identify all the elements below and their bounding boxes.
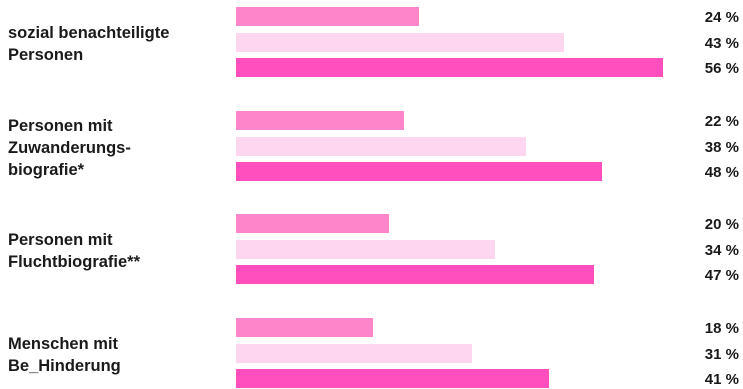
bar — [236, 343, 473, 363]
data-label: 24 % — [704, 9, 739, 26]
category-label: Menschen mit Be_Hinderung — [8, 335, 121, 375]
category-label: Personen mit Fluchtbiografie** — [8, 231, 141, 271]
data-label: 20 % — [704, 216, 739, 233]
bar — [236, 58, 663, 77]
bar — [236, 136, 526, 156]
data-label: 18 % — [704, 320, 739, 337]
bar — [236, 214, 389, 233]
data-label: 31 % — [704, 345, 739, 363]
data-label: 34 % — [704, 241, 739, 259]
bar — [236, 318, 374, 337]
bar — [236, 265, 595, 284]
data-label: 43 % — [704, 34, 739, 52]
bar — [236, 369, 549, 388]
bar — [236, 32, 564, 52]
data-label: 41 % — [704, 371, 739, 388]
bar — [236, 162, 602, 181]
data-label: 56 % — [704, 60, 739, 77]
data-label: 22 % — [704, 113, 739, 130]
category-label: sozial benachteiligte Personen — [8, 24, 170, 64]
bar — [236, 239, 496, 259]
data-label: 48 % — [704, 164, 739, 181]
bar — [236, 7, 419, 26]
data-label: 47 % — [704, 267, 739, 284]
data-label: 38 % — [704, 138, 739, 156]
bar — [236, 111, 404, 130]
category-label: Personen mit Zuwanderungs- biografie* — [8, 117, 131, 179]
